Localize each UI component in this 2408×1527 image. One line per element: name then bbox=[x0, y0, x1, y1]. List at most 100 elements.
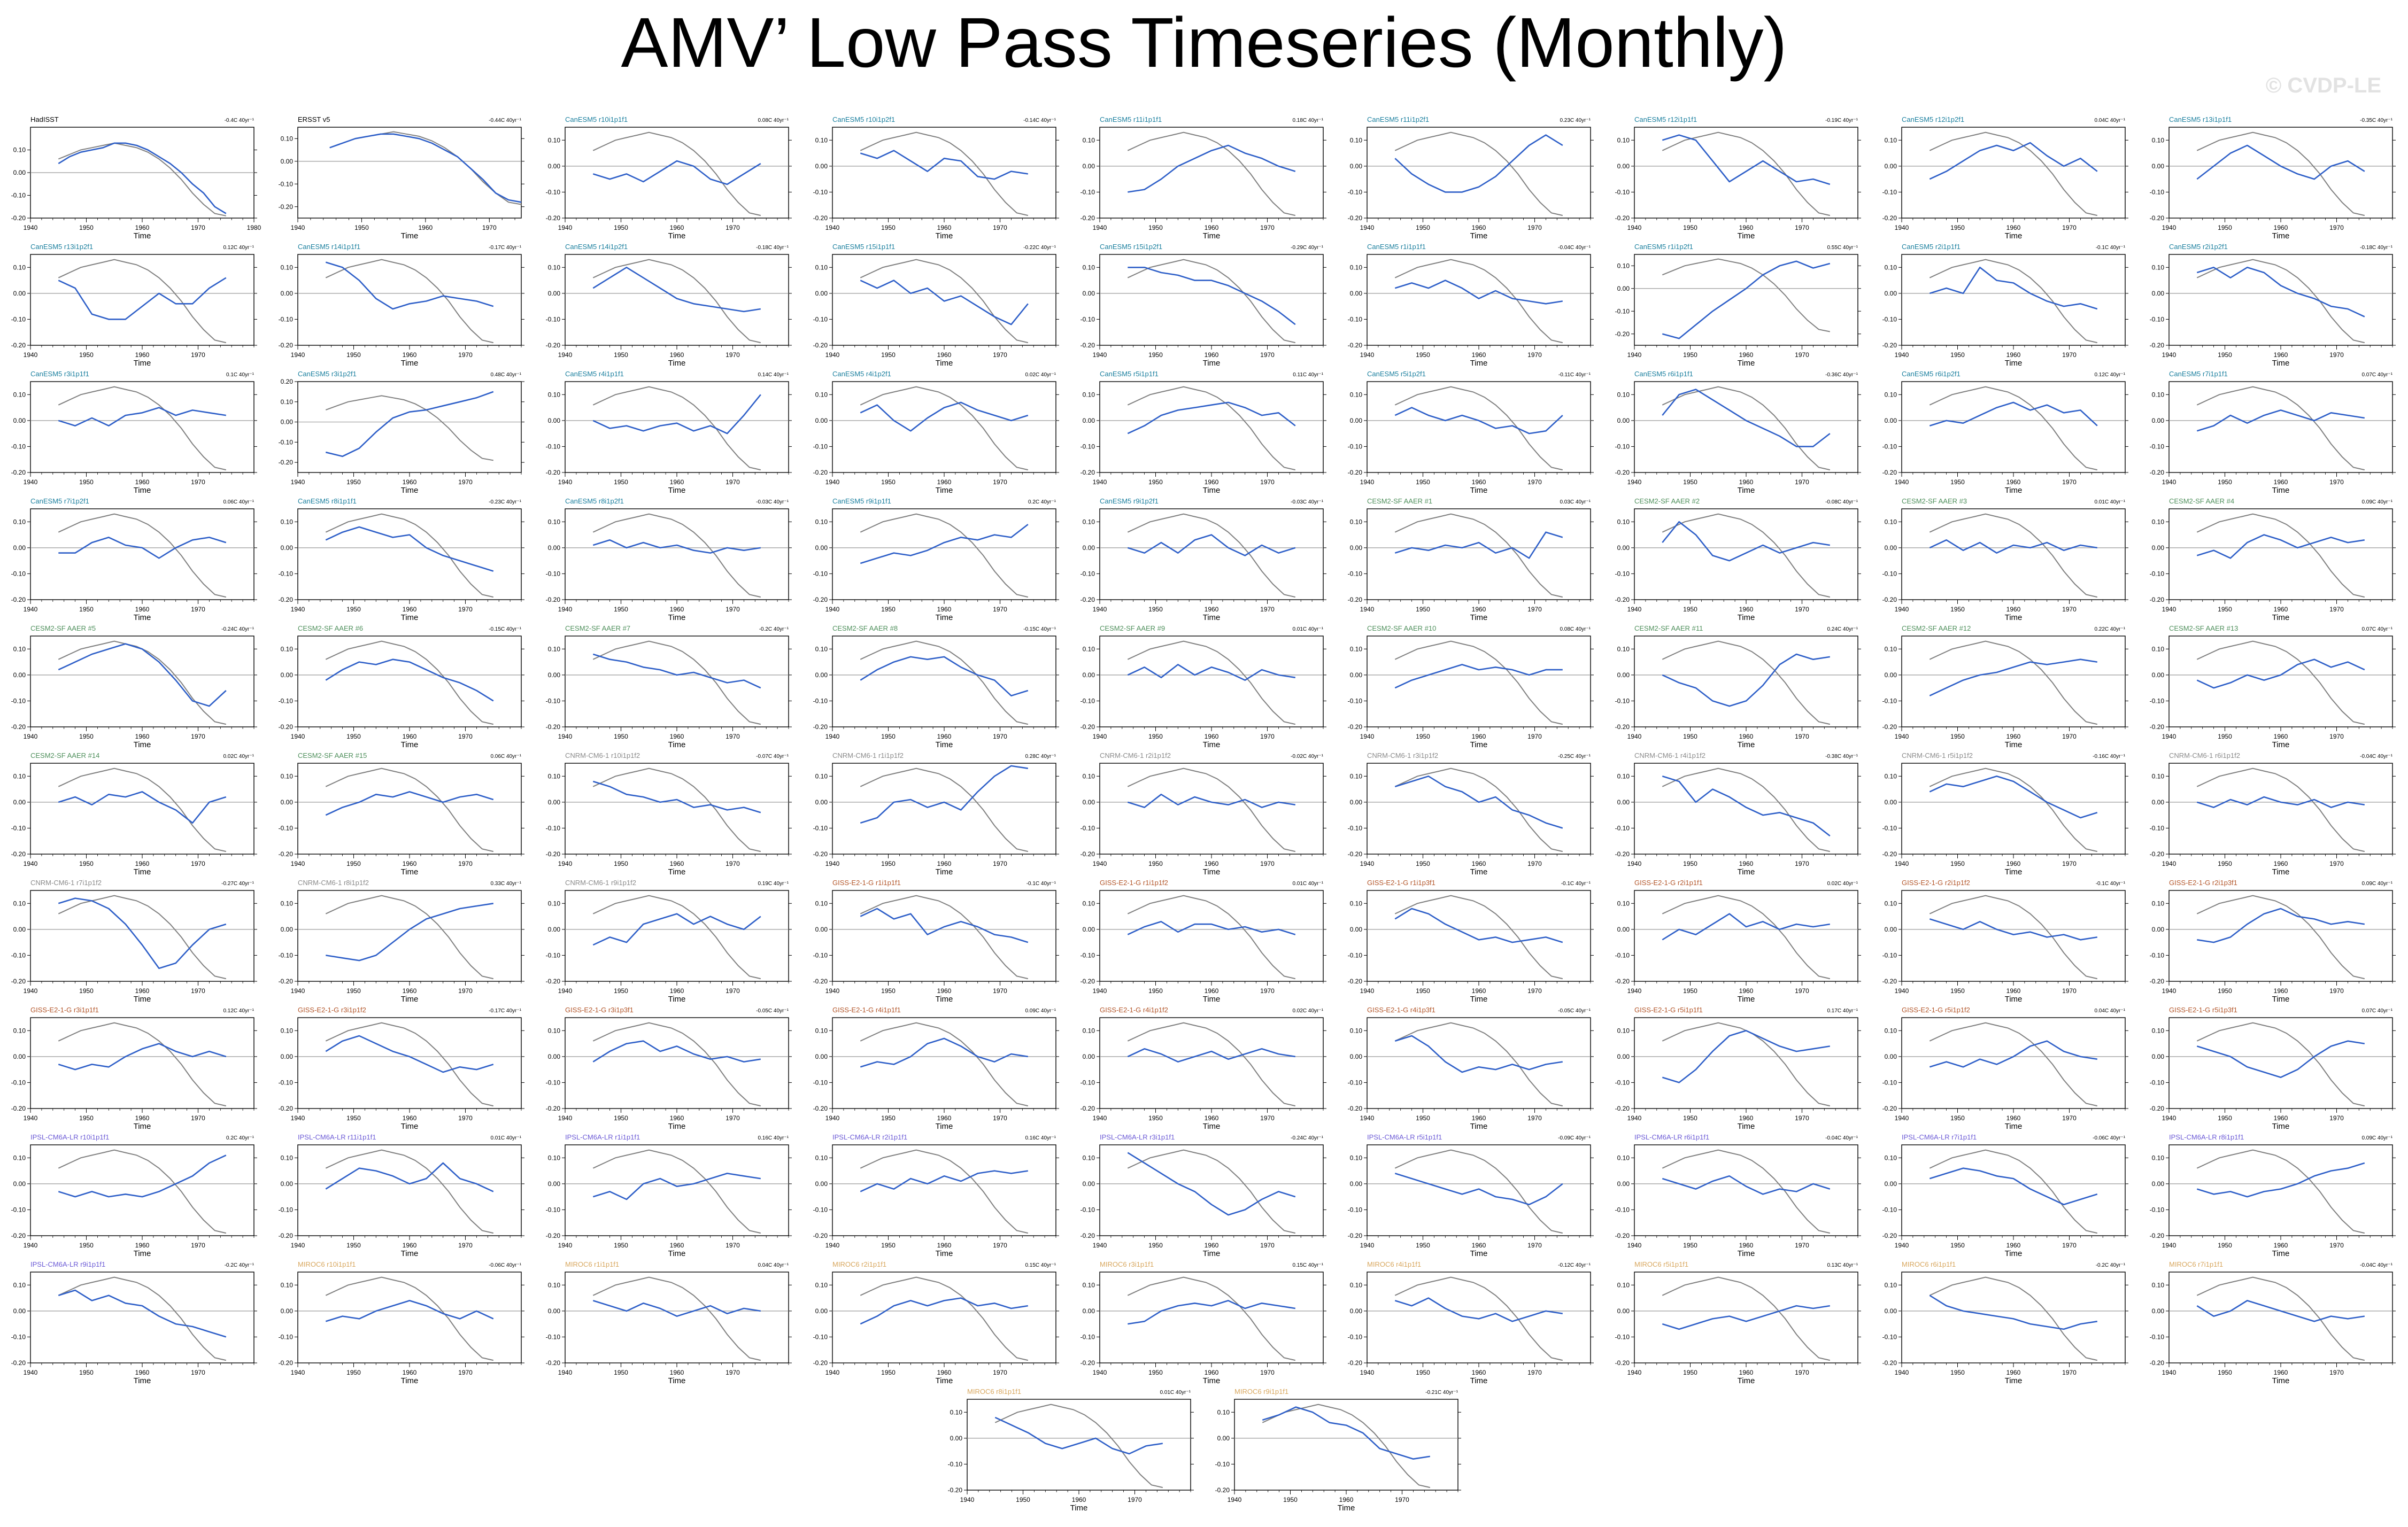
chart-10-ytick-label: 0.00 bbox=[281, 290, 294, 297]
chart-85-ytick-label: -0.20 bbox=[1080, 1359, 1095, 1367]
chart-51-xtick-label: 1940 bbox=[1627, 860, 1642, 867]
chart-42-xtick-label: 1940 bbox=[1627, 733, 1642, 740]
chart-45-ytick-label: -0.20 bbox=[11, 850, 26, 858]
chart-57-ytick-label: 0.10 bbox=[815, 900, 828, 907]
chart-89-series-line-0 bbox=[2196, 1300, 2365, 1322]
chart-svg: 0.10 0.00 -0.10 -0.20 1940 1950 1960 1970 Time CN… bbox=[1882, 751, 2128, 874]
chart-63-series-line-0 bbox=[58, 1043, 227, 1071]
chart-svg: 0.10 0.00 -0.10 -0.20 1940 1950 1960 1970 Time MI… bbox=[546, 1260, 792, 1383]
chart-panel: 0.10 0.00 -0.10 -0.20 1940 1950 1960 1970 Time CE… bbox=[1604, 493, 1871, 620]
chart-27-title: CanESM5 r7i1p2f1 bbox=[30, 497, 89, 505]
chart-69-reference-line bbox=[1662, 1022, 1831, 1107]
chart-79-title: IPSL-CM6A-LR r7i1p1f1 bbox=[1902, 1133, 1977, 1141]
chart-42-ytick-label: 0.00 bbox=[1617, 671, 1630, 679]
chart-44-xtick-label: 1960 bbox=[2274, 733, 2288, 740]
chart-64-xlabel: Time bbox=[401, 1122, 419, 1129]
chart-panel: 0.10 0.00 -0.10 -0.20 1940 1950 1960 1970 Time GI… bbox=[1069, 1002, 1337, 1129]
chart-23-ytick-label: -0.20 bbox=[1348, 469, 1363, 476]
chart-10-xtick-label: 1950 bbox=[346, 351, 361, 359]
chart-90-ytick-label: 0.00 bbox=[950, 1435, 963, 1442]
chart-29-ytick-label: -0.10 bbox=[546, 570, 561, 577]
chart-21-xtick-label: 1970 bbox=[993, 478, 1007, 486]
chart-29-series-line-0 bbox=[592, 539, 761, 554]
chart-87-xlabel: Time bbox=[1738, 1376, 1755, 1383]
chart-45-xtick-label: 1970 bbox=[191, 860, 205, 867]
chart-1-xtick-label: 1960 bbox=[419, 224, 433, 231]
chart-33-ytick-label: 0.00 bbox=[1617, 544, 1630, 552]
chart-34-frame bbox=[1901, 508, 2126, 600]
chart-11-ytick-label: 0.00 bbox=[548, 290, 561, 297]
chart-48-ytick-label: 0.00 bbox=[815, 799, 828, 806]
chart-55-ytick-label: -0.10 bbox=[279, 951, 294, 959]
chart-89-reference-line bbox=[2196, 1276, 2365, 1361]
chart-17-ytick-label: 0.00 bbox=[2152, 290, 2165, 297]
chart-60-ytick-label: -0.20 bbox=[1615, 978, 1630, 985]
chart-23-frame bbox=[1367, 381, 1591, 473]
chart-67-ytick-label: -0.10 bbox=[1080, 1079, 1095, 1086]
chart-51-xtick-label: 1960 bbox=[1739, 860, 1754, 867]
chart-svg: 0.10 0.00 -0.10 -0.20 1940 1950 1960 1970 Time IP… bbox=[279, 1133, 524, 1256]
chart-79-xtick-label: 1950 bbox=[1950, 1242, 1965, 1249]
chart-4-ytick-label: -0.20 bbox=[1080, 214, 1095, 222]
chart-svg: 0.10 0.00 -0.10 -0.20 1940 1950 1960 1970 Time CE… bbox=[11, 751, 257, 874]
chart-24-xtick-label: 1950 bbox=[1683, 478, 1697, 486]
chart-70-xtick-label: 1940 bbox=[1895, 1114, 1909, 1122]
chart-panel: 0.10 0.00 -0.10 -0.20 1940 1950 1960 1970 Time IP… bbox=[802, 1129, 1069, 1256]
chart-11-ytick-label: -0.10 bbox=[546, 315, 561, 323]
chart-11-reference-line bbox=[592, 259, 761, 344]
chart-25-reference-line bbox=[1929, 386, 2098, 471]
chart-15-ytick-label: -0.20 bbox=[1615, 330, 1630, 338]
chart-37-reference-line bbox=[325, 640, 494, 725]
chart-14-xlabel: Time bbox=[1470, 359, 1488, 366]
chart-24-ytick-label: 0.10 bbox=[1617, 391, 1630, 398]
chart-56-series-line-0 bbox=[592, 913, 761, 946]
chart-59-ytick-label: 0.00 bbox=[1350, 926, 1363, 933]
chart-61-xtick-label: 1940 bbox=[1895, 987, 1909, 995]
chart-10-ytick-label: 0.10 bbox=[281, 263, 294, 271]
chart-svg: 0.10 0.00 -0.10 -0.20 1940 1950 1960 1970 Time GI… bbox=[2150, 879, 2396, 1002]
chart-svg: 0.10 0.00 -0.10 -0.20 1940 1950 1960 1970 Time Ca… bbox=[1348, 243, 1594, 366]
chart-82-reference-line bbox=[325, 1276, 494, 1361]
chart-19-series-line-0 bbox=[325, 391, 494, 458]
chart-20-trend: 0.14C 40yr⁻¹ bbox=[758, 372, 789, 378]
chart-86-trend: -0.12C 40yr⁻¹ bbox=[1558, 1262, 1591, 1268]
chart-74-xtick-label: 1960 bbox=[670, 1242, 684, 1249]
chart-41-frame bbox=[1367, 635, 1591, 727]
chart-9-reference-line bbox=[58, 259, 227, 344]
chart-30-reference-line bbox=[860, 513, 1029, 598]
chart-54-ytick-label: 0.00 bbox=[13, 926, 26, 933]
chart-29-ytick-label: 0.10 bbox=[548, 518, 561, 525]
chart-22-xtick-label: 1960 bbox=[1205, 478, 1219, 486]
chart-91-ytick-label: 0.00 bbox=[1217, 1435, 1230, 1442]
chart-23-ytick-label: -0.10 bbox=[1348, 443, 1363, 450]
chart-panel: 0.10 0.00 -0.10 -0.20 1940 1950 1960 1970 Time Ca… bbox=[1604, 366, 1871, 493]
chart-76-reference-line bbox=[1127, 1149, 1296, 1234]
chart-panel: 0.10 0.00 -0.10 -0.20 1940 1950 1960 1970 Time MI… bbox=[2139, 1256, 2406, 1383]
chart-30-series-line-0 bbox=[860, 524, 1029, 564]
chart-71-frame bbox=[2168, 1017, 2393, 1109]
chart-svg: 0.10 0.00 -0.10 -0.20 1940 1950 1960 1970 Time MI… bbox=[1080, 1260, 1326, 1383]
chart-66-xtick-label: 1960 bbox=[937, 1114, 952, 1122]
chart-12-xtick-label: 1970 bbox=[993, 351, 1007, 359]
chart-84-title: MIROC6 r2i1p1f1 bbox=[832, 1260, 886, 1268]
chart-45-trend: 0.02C 40yr⁻¹ bbox=[223, 754, 254, 759]
chart-40-xtick-label: 1940 bbox=[1093, 733, 1107, 740]
chart-9-ytick-label: -0.10 bbox=[11, 315, 26, 323]
chart-37-xtick-label: 1970 bbox=[458, 733, 473, 740]
chart-panel: 0.10 0.00 -0.10 -0.20 1940 1950 1960 1970 Time ER… bbox=[267, 111, 535, 238]
chart-79-frame bbox=[1901, 1144, 2126, 1236]
chart-25-xtick-label: 1970 bbox=[2062, 478, 2077, 486]
chart-svg: 0.10 0.00 -0.10 -0.20 1940 1950 1960 1970 Time Ca… bbox=[1882, 370, 2128, 493]
chart-79-reference-line bbox=[1929, 1149, 2098, 1234]
chart-26-ytick-label: 0.00 bbox=[2152, 417, 2165, 424]
chart-50-ytick-label: -0.20 bbox=[1348, 850, 1363, 858]
chart-76-title: IPSL-CM6A-LR r3i1p1f1 bbox=[1100, 1133, 1175, 1141]
chart-80-xtick-label: 1960 bbox=[2274, 1242, 2288, 1249]
chart-71-xtick-label: 1970 bbox=[2329, 1114, 2344, 1122]
chart-svg: 0.10 0.00 -0.10 -0.20 1940 1950 1960 1970 Time IP… bbox=[1882, 1133, 2128, 1256]
chart-56-xtick-label: 1970 bbox=[726, 987, 740, 995]
chart-34-reference-line bbox=[1929, 513, 2098, 598]
chart-38-reference-line bbox=[592, 640, 761, 725]
chart-82-trend: -0.06C 40yr⁻¹ bbox=[489, 1262, 522, 1268]
chart-70-xlabel: Time bbox=[2005, 1122, 2023, 1129]
